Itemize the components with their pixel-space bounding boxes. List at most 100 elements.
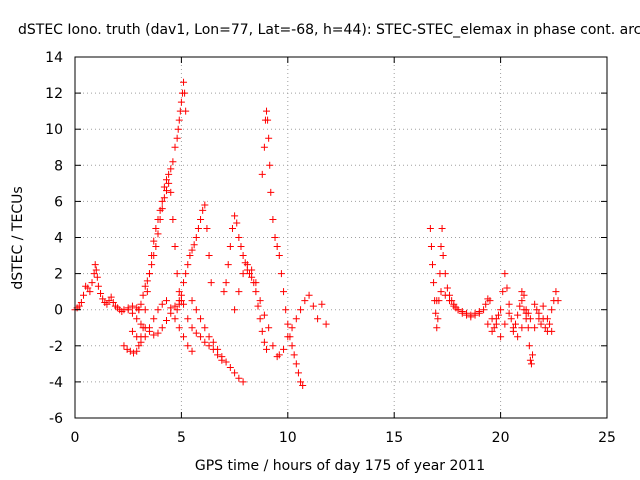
data-point	[503, 284, 511, 292]
data-point	[463, 311, 471, 319]
data-point	[437, 243, 445, 251]
data-point	[197, 333, 205, 341]
data-point	[284, 333, 292, 341]
data-point	[137, 320, 145, 328]
data-point	[203, 224, 211, 232]
data-point	[165, 179, 173, 187]
data-point	[248, 266, 256, 274]
data-point	[516, 302, 524, 310]
data-point	[158, 205, 166, 213]
data-point	[499, 288, 507, 296]
data-point	[133, 315, 141, 323]
data-point	[548, 327, 556, 335]
data-point	[91, 261, 99, 269]
data-point	[288, 324, 296, 332]
grid-lines	[75, 57, 607, 418]
data-point	[177, 98, 185, 106]
data-point	[94, 282, 102, 290]
data-point	[537, 320, 545, 328]
data-point	[75, 302, 83, 310]
data-point	[188, 246, 196, 254]
data-point	[243, 261, 251, 269]
data-point	[192, 306, 200, 314]
data-point	[429, 261, 437, 269]
data-point	[152, 224, 160, 232]
data-point	[169, 215, 177, 223]
data-point	[150, 331, 158, 339]
data-point	[475, 309, 483, 317]
data-point	[301, 297, 309, 305]
x-tick-label: 10	[279, 430, 297, 446]
data-point	[226, 243, 234, 251]
data-point	[180, 78, 188, 86]
data-point	[318, 300, 326, 308]
data-point	[439, 252, 447, 260]
data-points	[71, 78, 562, 390]
data-point	[120, 342, 128, 350]
data-point	[269, 342, 277, 350]
data-point	[433, 324, 441, 332]
data-point	[292, 315, 300, 323]
data-point	[490, 324, 498, 332]
data-point	[288, 342, 296, 350]
data-point	[265, 324, 273, 332]
plot-frame	[74, 56, 608, 419]
data-point	[522, 309, 530, 317]
x-tick-label: 0	[71, 430, 80, 446]
x-tick-label: 25	[598, 430, 616, 446]
data-point	[177, 291, 185, 299]
data-point	[220, 288, 228, 296]
data-point	[194, 224, 202, 232]
data-point	[248, 273, 256, 281]
data-point	[235, 288, 243, 296]
data-point	[322, 320, 330, 328]
data-point	[554, 297, 562, 305]
data-point	[526, 315, 534, 323]
data-point	[141, 306, 149, 314]
data-point	[280, 288, 288, 296]
data-point	[518, 297, 526, 305]
data-point	[143, 288, 151, 296]
data-point	[518, 288, 526, 296]
data-point	[277, 270, 285, 278]
data-point	[433, 297, 441, 305]
y-tick-label: 4	[54, 231, 63, 247]
data-point	[235, 374, 243, 382]
data-point	[239, 378, 247, 386]
data-point	[497, 306, 505, 314]
y-tick-label: 10	[45, 122, 63, 138]
data-point	[509, 327, 517, 335]
data-point	[514, 333, 522, 341]
data-point	[541, 324, 549, 332]
data-point	[305, 291, 313, 299]
data-point	[133, 347, 141, 355]
data-point	[256, 315, 264, 323]
data-point	[271, 234, 279, 241]
data-point	[105, 297, 113, 305]
chart-title: dSTEC Iono. truth (dav1, Lon=77, Lat=-68…	[18, 22, 640, 38]
data-point	[524, 324, 532, 332]
data-point	[169, 158, 177, 166]
y-tick-label: 12	[45, 86, 63, 102]
data-point	[552, 288, 560, 296]
data-point	[531, 300, 539, 308]
data-point	[199, 206, 207, 214]
data-point	[173, 134, 181, 142]
data-point	[488, 327, 496, 335]
data-point	[156, 215, 164, 223]
data-point	[437, 288, 445, 296]
data-point	[239, 252, 247, 260]
data-point	[254, 302, 262, 310]
data-point	[546, 320, 554, 328]
data-point	[123, 345, 131, 353]
data-point	[454, 306, 462, 314]
data-point	[543, 315, 551, 323]
data-point	[484, 320, 492, 328]
data-point	[514, 311, 522, 319]
data-point	[228, 224, 236, 232]
data-point	[290, 351, 298, 359]
data-point	[505, 309, 513, 317]
data-point	[520, 291, 528, 299]
data-point	[130, 349, 138, 357]
